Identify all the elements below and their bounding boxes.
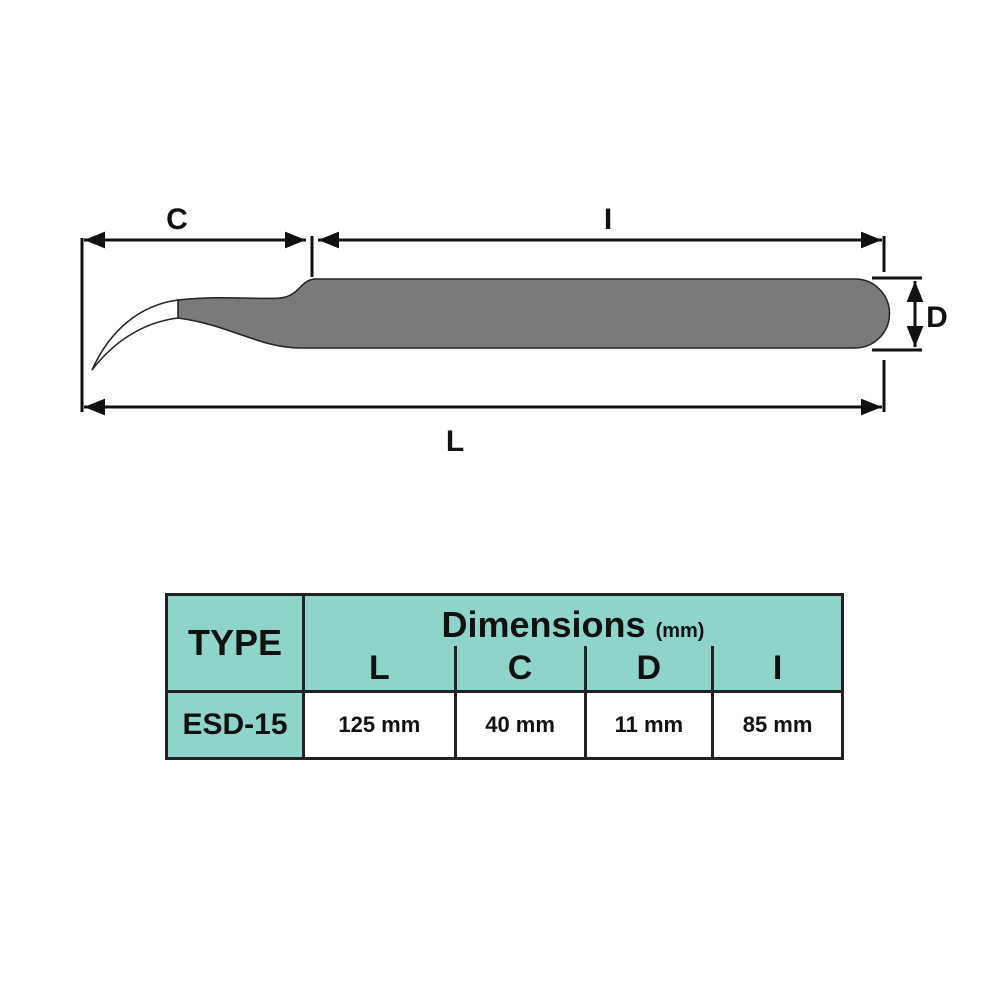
table-row: ESD-15 125 mm 40 mm 11 mm 85 mm [165,690,844,760]
dimensions-header: Dimensions (mm) [302,593,844,646]
tweezers-body [91,278,891,371]
type-header: TYPE [165,593,305,693]
value-c: 40 mm [453,690,587,760]
label-d: D [926,301,948,334]
label-l: L [446,425,464,458]
value-d: 11 mm [583,690,715,760]
dimension-lines [80,231,924,416]
column-header-i: I [711,646,844,693]
label-c: C [166,203,188,236]
dimensions-table: TYPE Dimensions (mm) L C D I ESD-15 125 … [165,593,844,760]
type-cell: ESD-15 [165,690,305,760]
column-header-l: L [302,646,457,693]
unit-label: (mm) [655,620,705,642]
label-i: I [604,203,612,236]
dimensions-title: Dimensions [441,604,646,645]
column-header-c: C [453,646,587,693]
value-l: 125 mm [302,690,457,760]
column-header-d: D [583,646,715,693]
value-i: 85 mm [711,690,844,760]
